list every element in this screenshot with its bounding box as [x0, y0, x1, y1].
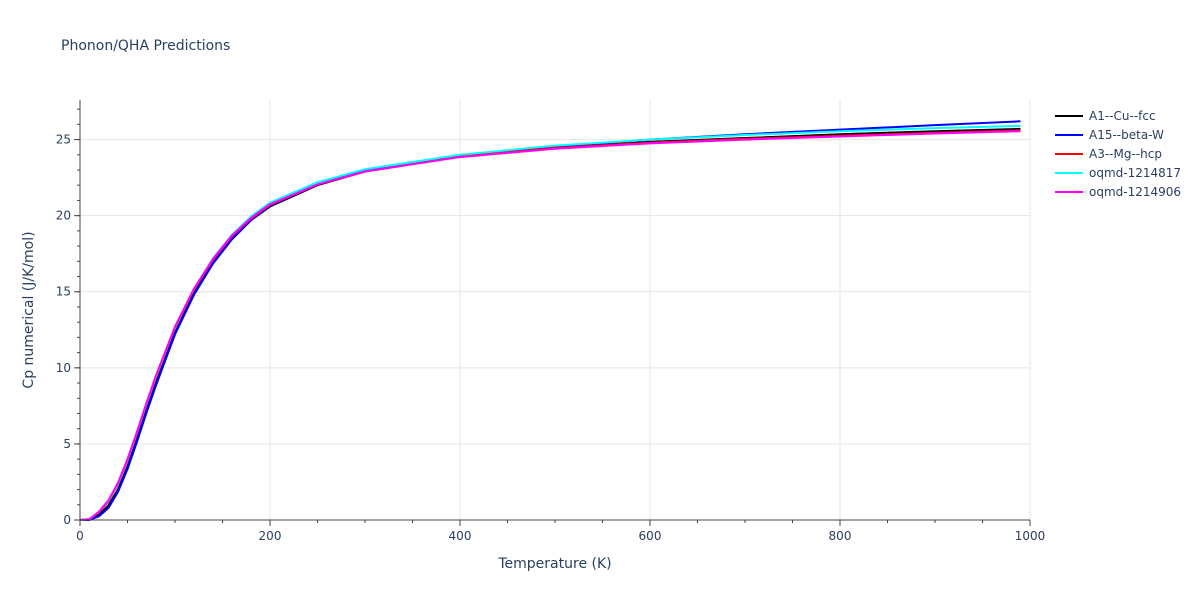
y-tick-label: 5 [63, 437, 71, 451]
x-tick-label: 200 [259, 529, 282, 543]
series-line-A3--Mg--hcp[interactable] [79, 129, 1021, 521]
y-tick-label: 15 [56, 285, 71, 299]
x-tick-label: 1000 [1015, 529, 1046, 543]
x-tick-label: 600 [639, 529, 662, 543]
legend-label: oqmd-1214817 [1089, 166, 1181, 180]
legend-label: A3--Mg--hcp [1089, 147, 1162, 161]
y-tick-label: 20 [56, 209, 71, 223]
legend-item[interactable]: A1--Cu--fcc [1055, 109, 1156, 123]
y-axis-title: Cp numerical (J/K/mol) [21, 231, 37, 388]
x-axis-title: Temperature (K) [497, 556, 611, 572]
legend-item[interactable]: oqmd-1214906 [1055, 185, 1181, 199]
series-line-oqmd-1214906[interactable] [79, 130, 1021, 521]
x-tick-label: 0 [76, 529, 84, 543]
series-line-A15--beta-W[interactable] [80, 120, 1021, 521]
legend-label: A15--beta-W [1089, 128, 1164, 142]
x-tick-label: 800 [829, 529, 852, 543]
legend-item[interactable]: oqmd-1214817 [1055, 166, 1181, 180]
legend-label: oqmd-1214906 [1089, 185, 1181, 199]
legend-item[interactable]: A15--beta-W [1055, 128, 1164, 142]
legend-item[interactable]: A3--Mg--hcp [1055, 147, 1162, 161]
y-tick-label: 25 [56, 133, 71, 147]
legend-label: A1--Cu--fcc [1089, 109, 1156, 123]
y-tick-label: 10 [56, 361, 71, 375]
axes: 0 200 400 600 800 1000 0 5 10 15 20 25 [56, 100, 1046, 543]
y-tick-label: 0 [63, 513, 71, 527]
legend[interactable]: A1--Cu--fcc A15--beta-W A3--Mg--hcp oqmd-12… [1055, 109, 1181, 199]
series-line-oqmd-1214817[interactable] [79, 124, 1021, 521]
chart-title: Phonon/QHA Predictions [61, 38, 230, 54]
grid-lines [80, 100, 1031, 520]
x-tick-label: 400 [449, 529, 472, 543]
series-line-A1--Cu--fcc[interactable] [79, 127, 1021, 521]
plot-area [79, 120, 1021, 521]
